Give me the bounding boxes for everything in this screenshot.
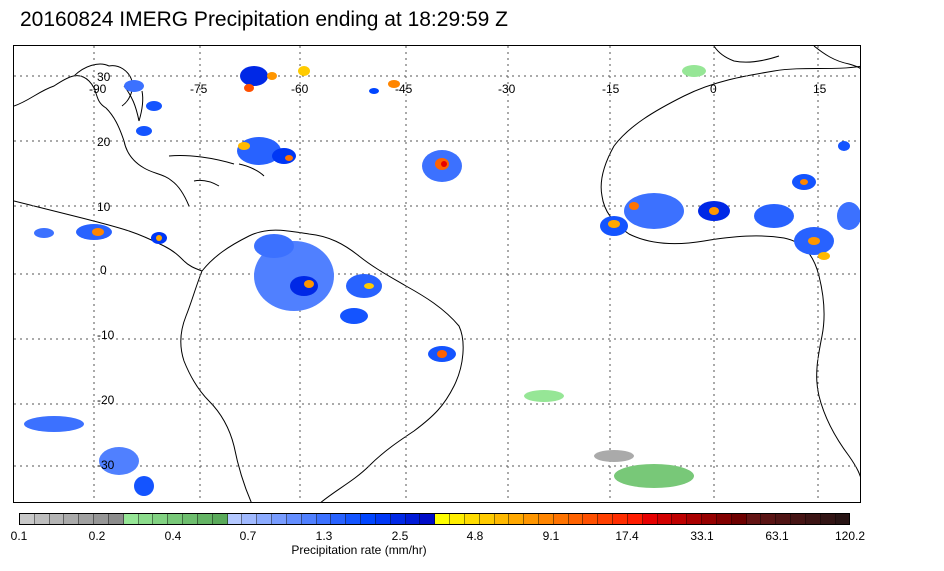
colorbar-swatch [435,514,451,524]
colorbar-tick-label: 4.8 [466,529,484,543]
colorbar-swatch [20,514,35,524]
colorbar-swatch [583,514,599,524]
colorbar-tick-label: 63.1 [765,529,789,543]
colorbar-swatch [123,514,139,524]
colorbar-swatch [702,514,717,524]
lat-label: -30 [97,458,115,472]
colorbar-swatch [212,514,228,524]
colorbar-swatch [553,514,569,524]
colorbar-swatch [450,514,465,524]
colorbar-swatch [627,514,643,524]
colorbar-swatch [183,514,198,524]
colorbar-swatch [138,514,154,524]
colorbar-tick-label: 0.4 [164,529,182,543]
colorbar-tick-label: 9.1 [542,529,560,543]
colorbar-swatch [361,514,376,524]
lon-label: -60 [291,82,309,96]
lat-label: 20 [97,135,111,149]
colorbar-swatch [509,514,525,524]
colorbar-swatch [464,514,480,524]
lat-label: -10 [97,328,115,342]
colorbar-swatch [716,514,732,524]
colorbar-tick-label: 0.7 [239,529,257,543]
lat-label: 30 [97,70,111,84]
colorbar-swatch [420,514,436,524]
colorbar-swatch [108,514,124,524]
map-title: 20160824 IMERG Precipitation ending at 1… [20,8,508,31]
colorbar-tick-label: 33.1 [690,529,714,543]
colorbar-swatch [168,514,184,524]
colorbar-swatch [791,514,806,524]
colorbar-swatch [805,514,821,524]
lon-label: -45 [395,82,413,96]
colorbar-swatch [153,514,169,524]
colorbar-swatch [286,514,302,524]
lat-label: 0 [100,263,107,277]
colorbar-swatch [197,514,213,524]
lon-label: -15 [602,82,620,96]
colorbar-swatch [524,514,539,524]
colorbar-swatch [494,514,510,524]
lon-label: -30 [498,82,516,96]
longitude-labels: -90 -75 -60 -45 -30 -15 0 15 [89,82,827,96]
lon-label: -75 [190,82,208,96]
colorbar-swatch [731,514,747,524]
colorbar-tick-label: 17.4 [615,529,639,543]
colorbar-swatch [538,514,554,524]
precipitation-map[interactable]: -90 -75 -60 -45 -30 -15 0 15 30 20 10 0 … [13,45,861,503]
colorbar-swatch [642,514,658,524]
colorbar-swatch [272,514,287,524]
lat-label: -20 [97,393,115,407]
colorbar-tick-label: 120.2 [834,529,866,543]
colorbar-swatch [242,514,258,524]
colorbar-swatch [613,514,628,524]
colorbar-swatch [331,514,347,524]
colorbar-swatch [568,514,584,524]
colorbar-swatch [94,514,109,524]
colorbar-swatch [390,514,406,524]
colorbar-swatch [746,514,762,524]
map-canvas: -90 -75 -60 -45 -30 -15 0 15 30 20 10 0 … [14,46,860,502]
colorbar-swatch [405,514,421,524]
colorbar-swatch [34,514,50,524]
colorbar-swatch [672,514,688,524]
colorbar-swatch [835,514,850,524]
colorbar-swatch [820,514,836,524]
latitude-labels: 30 20 10 0 -10 -20 -30 [97,70,115,472]
colorbar-swatch [257,514,273,524]
colorbar-swatch [375,514,391,524]
colorbar-swatch [49,514,65,524]
colorbar-tick-label: 0.2 [88,529,106,543]
lon-label: -90 [89,82,107,96]
lon-label: 15 [813,82,827,96]
colorbar-swatch [776,514,792,524]
colorbar-swatch [598,514,614,524]
colorbar-tick-label: 0.1 [10,529,28,543]
lon-label: 0 [710,82,717,96]
colorbar-swatch [64,514,80,524]
colorbar-axis-label: Precipitation rate (mm/hr) [291,543,427,557]
colorbar-swatch [761,514,777,524]
colorbar-swatch [687,514,703,524]
colorbar-swatch [79,514,95,524]
colorbar-swatch [657,514,673,524]
colorbar-swatch [346,514,362,524]
colorbar-swatch [479,514,495,524]
precipitation-cells [24,65,860,496]
colorbar-tick-label: 1.3 [315,529,333,543]
colorbar-tick-label: 2.5 [391,529,409,543]
coastlines [14,46,860,502]
colorbar-swatch [316,514,332,524]
colorbar-swatch [227,514,243,524]
colorbar-swatch [301,514,317,524]
lat-label: 10 [97,200,111,214]
precipitation-colorbar [19,513,850,525]
